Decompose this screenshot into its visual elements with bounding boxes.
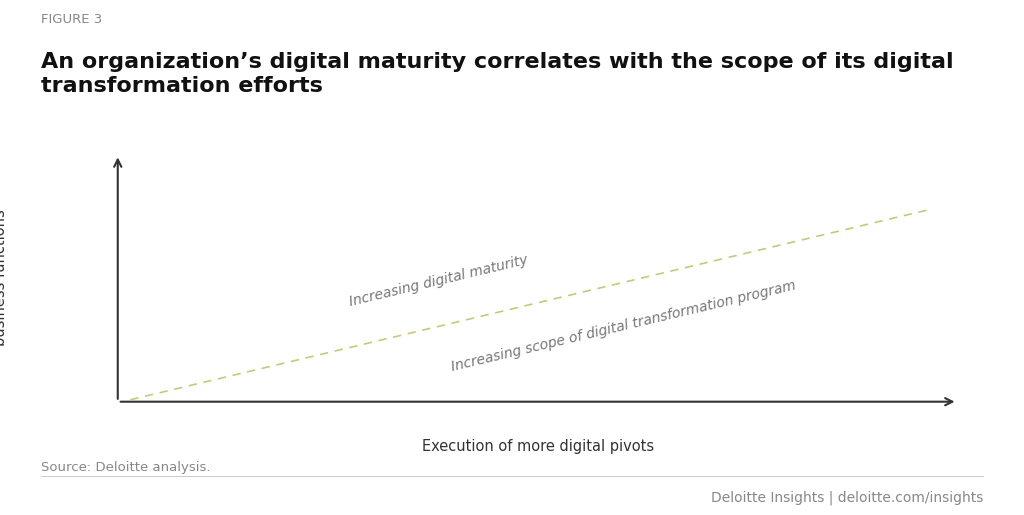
Text: FIGURE 3: FIGURE 3 xyxy=(41,13,102,26)
Text: Transformation of more
business functions: Transformation of more business function… xyxy=(0,192,8,364)
Text: Source: Deloitte analysis.: Source: Deloitte analysis. xyxy=(41,461,211,474)
Text: Increasing digital maturity: Increasing digital maturity xyxy=(348,253,529,310)
Text: Execution of more digital pivots: Execution of more digital pivots xyxy=(422,439,653,454)
Text: An organization’s digital maturity correlates with the scope of its digital
tran: An organization’s digital maturity corre… xyxy=(41,52,953,95)
Text: Increasing scope of digital transformation program: Increasing scope of digital transformati… xyxy=(451,278,798,374)
Text: Deloitte Insights | deloitte.com/insights: Deloitte Insights | deloitte.com/insight… xyxy=(711,490,983,505)
